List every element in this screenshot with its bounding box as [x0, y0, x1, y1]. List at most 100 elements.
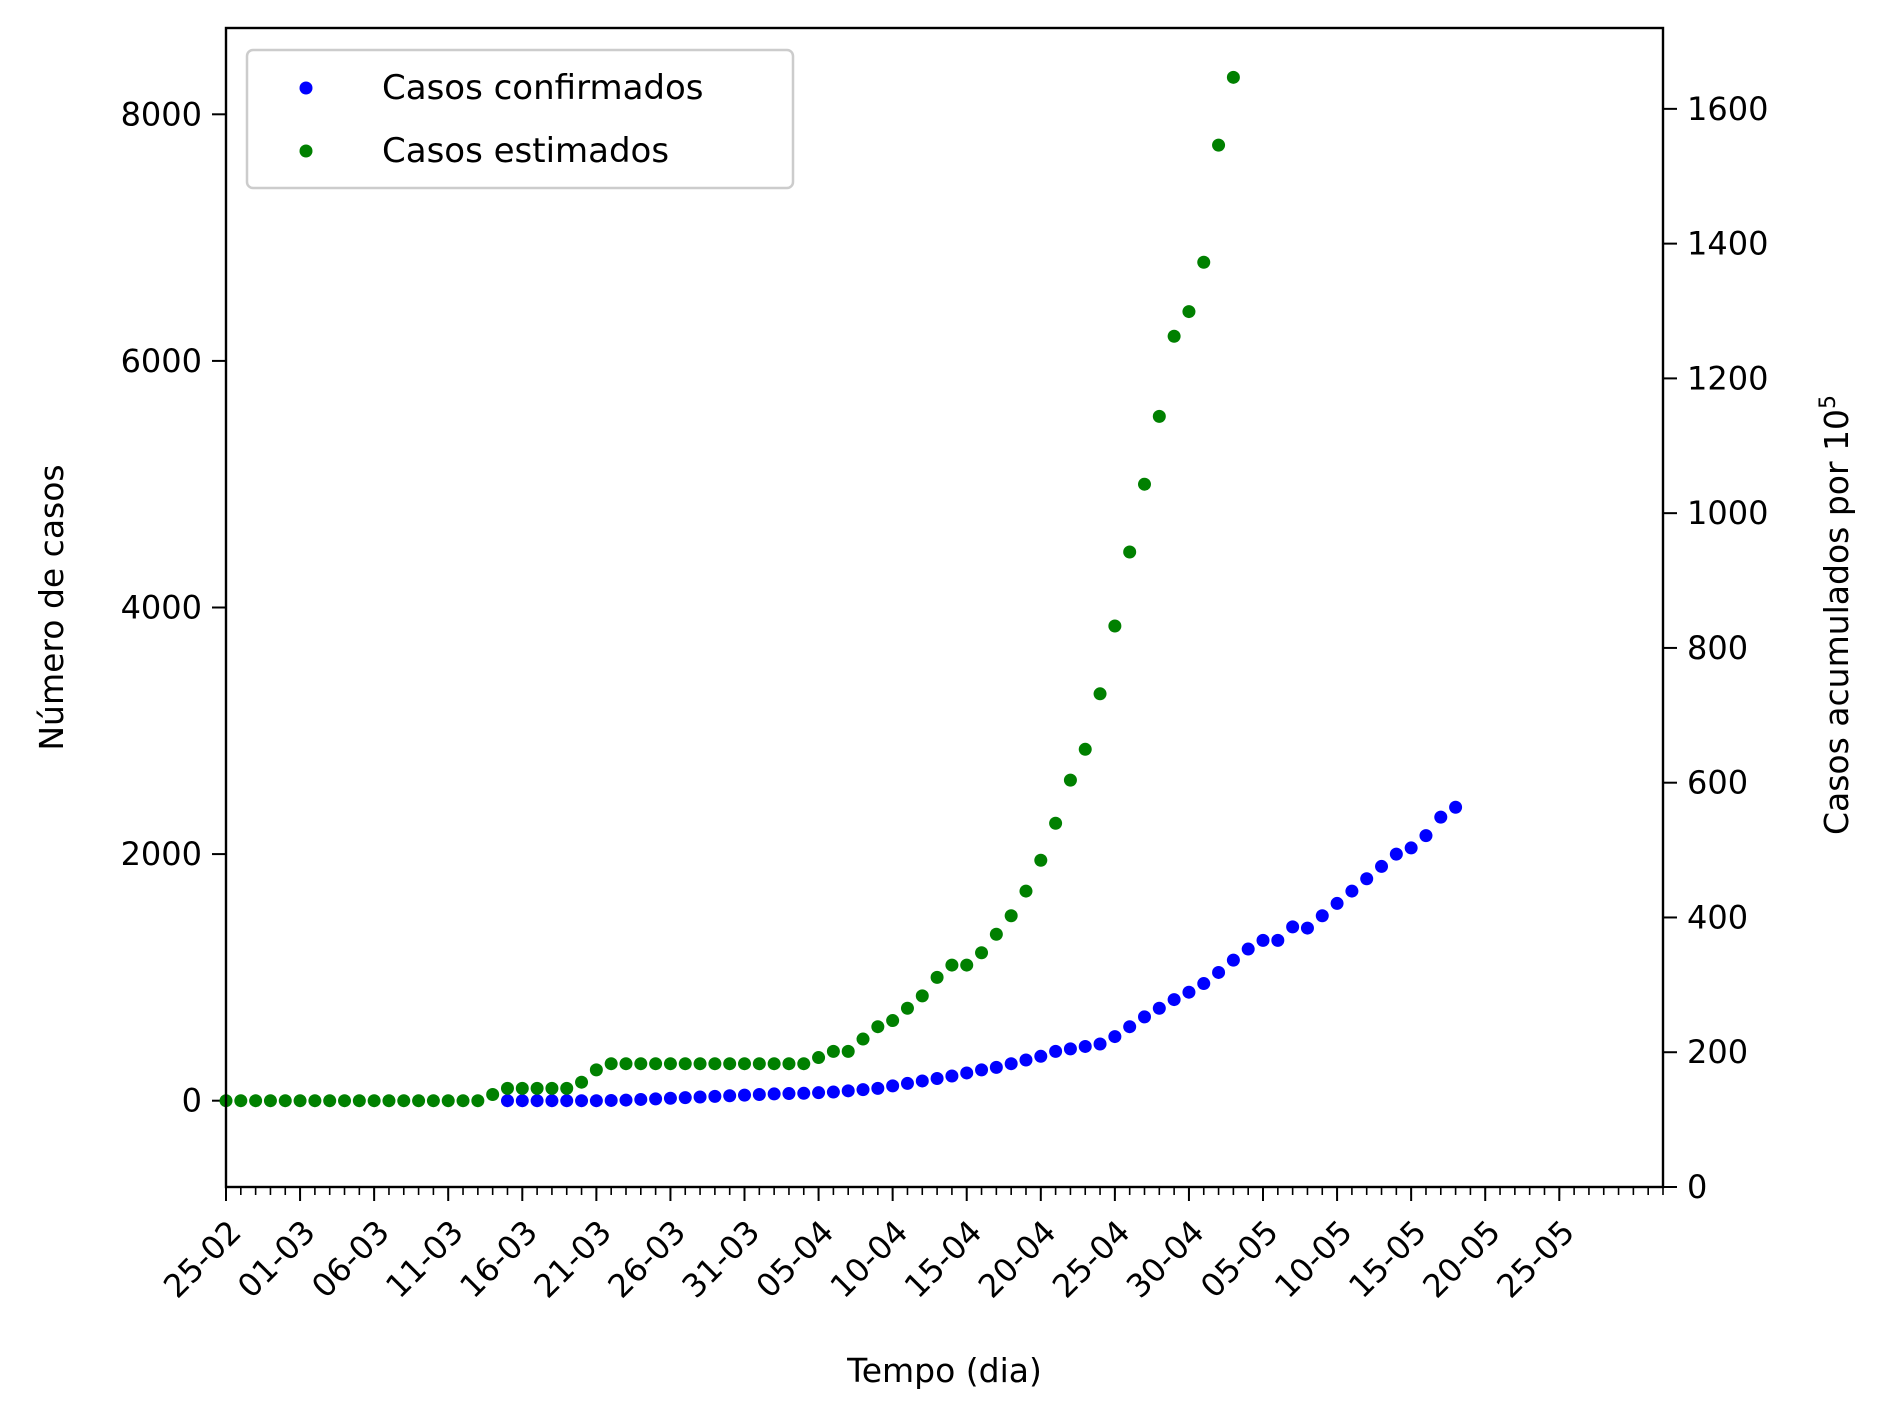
point-casos-confirmados: [1034, 1049, 1048, 1063]
point-casos-confirmados: [1404, 841, 1418, 855]
point-casos-estimados: [886, 1014, 900, 1028]
legend-marker-casos-estimados: [299, 144, 313, 158]
point-casos-confirmados: [1108, 1030, 1122, 1044]
point-casos-confirmados: [871, 1081, 885, 1095]
point-casos-estimados: [249, 1094, 263, 1108]
point-casos-estimados: [1212, 138, 1226, 152]
point-casos-confirmados: [1241, 942, 1255, 956]
point-casos-confirmados: [856, 1083, 870, 1097]
point-casos-confirmados: [1226, 953, 1240, 967]
point-casos-confirmados: [1375, 859, 1389, 873]
point-casos-confirmados: [1360, 872, 1374, 886]
point-casos-confirmados: [1182, 985, 1196, 999]
point-casos-confirmados: [604, 1093, 618, 1107]
point-casos-confirmados: [1286, 920, 1300, 934]
point-casos-estimados: [649, 1057, 663, 1071]
point-casos-estimados: [441, 1094, 455, 1108]
point-casos-confirmados: [900, 1076, 914, 1090]
y-right-tick-label: 800: [1687, 629, 1748, 667]
x-tick-label: 05-04: [749, 1213, 842, 1306]
axes: 25-0201-0306-0311-0316-0321-0326-0331-03…: [32, 90, 1856, 1390]
point-casos-confirmados: [693, 1090, 707, 1104]
point-casos-estimados: [945, 958, 959, 972]
y-right-tick-label: 1200: [1687, 359, 1768, 397]
x-tick-label: 31-03: [675, 1213, 768, 1306]
y-left-axis-label: Número de casos: [32, 464, 71, 750]
x-tick-label: 06-03: [304, 1213, 397, 1306]
point-casos-confirmados: [1063, 1042, 1077, 1056]
point-casos-confirmados: [812, 1086, 826, 1100]
point-casos-confirmados: [767, 1087, 781, 1101]
point-casos-estimados: [293, 1094, 307, 1108]
x-tick-label: 01-03: [230, 1213, 323, 1306]
point-casos-confirmados: [975, 1063, 989, 1077]
point-casos-estimados: [841, 1044, 855, 1058]
point-casos-estimados: [915, 989, 929, 1003]
x-tick-label: 16-03: [452, 1213, 545, 1306]
point-casos-estimados: [752, 1057, 766, 1071]
point-casos-confirmados: [1300, 921, 1314, 935]
y-right-axis-label-exponent: 5: [1816, 395, 1841, 409]
y-right-tick-label: 600: [1687, 764, 1748, 802]
point-casos-confirmados: [960, 1066, 974, 1080]
point-casos-estimados: [604, 1057, 618, 1071]
point-casos-estimados: [812, 1051, 826, 1065]
point-casos-confirmados: [886, 1079, 900, 1093]
point-casos-confirmados: [1389, 847, 1403, 861]
point-casos-estimados: [826, 1044, 840, 1058]
point-casos-estimados: [1152, 409, 1166, 423]
point-casos-estimados: [1182, 305, 1196, 319]
point-casos-estimados: [471, 1094, 485, 1108]
point-casos-estimados: [367, 1094, 381, 1108]
point-casos-estimados: [1049, 816, 1063, 830]
point-casos-estimados: [1226, 70, 1240, 84]
point-casos-confirmados: [663, 1091, 677, 1105]
y-right-tick-label: 1600: [1687, 90, 1768, 128]
point-casos-confirmados: [752, 1088, 766, 1102]
point-casos-estimados: [560, 1081, 574, 1095]
y-right-tick-label: 400: [1687, 898, 1748, 936]
point-casos-estimados: [412, 1094, 426, 1108]
y-left-tick-label: 4000: [121, 589, 202, 627]
y-left-tick-label: 6000: [121, 342, 202, 380]
x-tick-label: 20-05: [1415, 1213, 1508, 1306]
point-casos-confirmados: [1419, 829, 1433, 843]
point-casos-confirmados: [915, 1074, 929, 1088]
point-casos-estimados: [308, 1094, 322, 1108]
point-casos-estimados: [1197, 255, 1211, 269]
point-casos-confirmados: [1019, 1053, 1033, 1067]
point-casos-estimados: [767, 1057, 781, 1071]
point-casos-estimados: [530, 1081, 544, 1095]
x-axis-label: Tempo (dia): [846, 1351, 1042, 1390]
point-casos-estimados: [278, 1094, 292, 1108]
point-casos-estimados: [856, 1032, 870, 1046]
point-casos-confirmados: [1449, 800, 1463, 814]
point-casos-estimados: [693, 1057, 707, 1071]
point-casos-estimados: [234, 1094, 248, 1108]
point-casos-confirmados: [589, 1094, 603, 1108]
point-casos-estimados: [900, 1001, 914, 1015]
plot-border: [224, 26, 1665, 1189]
y-right-tick-label: 1000: [1687, 494, 1768, 532]
point-casos-confirmados: [945, 1069, 959, 1083]
point-casos-estimados: [1004, 909, 1018, 923]
point-casos-estimados: [1167, 329, 1181, 343]
point-casos-estimados: [1093, 687, 1107, 701]
y-left-tick-label: 8000: [121, 95, 202, 133]
point-casos-confirmados: [841, 1084, 855, 1098]
point-casos-estimados: [575, 1075, 589, 1089]
point-casos-estimados: [1123, 545, 1137, 559]
point-casos-confirmados: [515, 1094, 529, 1108]
point-casos-confirmados: [826, 1085, 840, 1099]
point-casos-estimados: [338, 1094, 352, 1108]
x-tick-label: 11-03: [378, 1213, 471, 1306]
y-right-axis-label-text: Casos acumulados por 10: [1817, 409, 1856, 835]
point-casos-estimados: [634, 1057, 648, 1071]
point-casos-estimados: [589, 1063, 603, 1077]
point-casos-estimados: [486, 1088, 500, 1102]
point-casos-confirmados: [649, 1092, 663, 1106]
point-casos-confirmados: [989, 1060, 1003, 1074]
point-casos-estimados: [456, 1094, 470, 1108]
point-casos-estimados: [1078, 742, 1092, 756]
